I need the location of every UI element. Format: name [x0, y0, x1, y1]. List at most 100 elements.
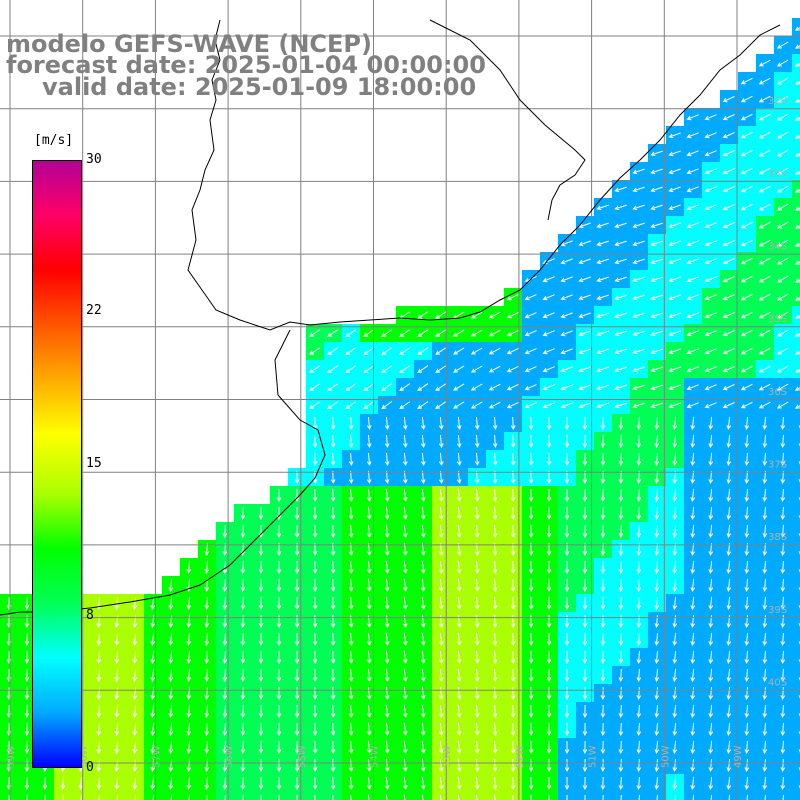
wind-arrow [204, 722, 210, 737]
wind-arrow [438, 470, 444, 485]
wind-arrow [780, 686, 786, 701]
wind-arrow [600, 560, 606, 575]
wind-arrow [330, 560, 336, 575]
latitude-label: 38S [768, 532, 787, 543]
wind-arrow [240, 524, 246, 539]
wind-arrow [114, 650, 120, 665]
wind-arrow [546, 740, 552, 755]
wind-arrow [452, 383, 465, 391]
wind-arrow [632, 366, 645, 373]
wind-arrow [114, 704, 120, 719]
wind-arrow [722, 366, 735, 373]
wind-arrow [704, 186, 717, 193]
wind-arrow [674, 794, 677, 800]
wind-arrow [402, 722, 408, 737]
wind-arrow [402, 704, 408, 719]
wind-arrow [740, 167, 753, 175]
wind-arrow [668, 330, 681, 337]
wind-arrow [240, 704, 246, 719]
wind-arrow [294, 704, 300, 719]
wind-arrow [258, 740, 264, 755]
wind-arrow [780, 452, 786, 467]
wind-arrow [596, 312, 609, 319]
wind-arrow [348, 704, 354, 719]
wind-arrow [439, 794, 442, 800]
wind-cell [792, 378, 800, 396]
wind-arrow [186, 668, 192, 683]
wind-arrow [456, 578, 462, 593]
wind-arrow [470, 383, 483, 391]
wind-arrow [345, 401, 357, 410]
wind-arrow [776, 113, 789, 121]
wind-arrow [258, 560, 264, 575]
wind-arrow [309, 365, 321, 373]
wind-arrow [566, 795, 568, 800]
coastline-south [0, 329, 326, 616]
wind-arrow [726, 488, 732, 503]
wind-arrow [438, 650, 444, 665]
wind-arrow [402, 434, 408, 449]
wind-cell [792, 666, 800, 684]
wind-arrow [542, 276, 555, 283]
wind-arrow [672, 596, 678, 611]
wind-arrow [524, 330, 537, 337]
wind-arrow [650, 240, 663, 247]
wind-arrow [456, 740, 462, 755]
wind-arrow [366, 488, 372, 503]
wind-cell [792, 540, 800, 558]
wind-arrow [528, 578, 534, 593]
wind-arrow [402, 776, 408, 791]
wind-arrow [762, 704, 768, 719]
wind-arrow [614, 330, 627, 337]
wind-arrow [776, 131, 789, 139]
wind-arrow [312, 434, 318, 449]
wind-arrow [222, 650, 228, 665]
wind-arrow [474, 596, 480, 611]
wind-arrow [668, 222, 681, 229]
wind-arrow [618, 632, 624, 647]
wind-arrow [510, 416, 516, 431]
wind-arrow [132, 650, 138, 665]
wind-arrow [564, 723, 570, 737]
wind-arrow [596, 330, 609, 337]
wind-arrow [654, 488, 660, 503]
wind-arrow [417, 365, 429, 373]
wind-arrow [546, 452, 552, 467]
wind-arrow [384, 506, 390, 521]
wind-arrow [402, 416, 408, 431]
wind-arrow [672, 686, 678, 701]
wind-arrow [345, 365, 357, 374]
wind-arrow [708, 650, 714, 665]
wind-arrow [506, 365, 519, 373]
wind-arrow [776, 203, 789, 211]
wind-arrow [132, 614, 138, 629]
wind-arrow [726, 740, 732, 755]
wind-arrow [600, 740, 606, 755]
wind-arrow [744, 416, 750, 431]
wind-arrow [744, 722, 750, 737]
wind-arrow [492, 524, 498, 539]
wind-arrow [672, 470, 678, 485]
wind-arrows [6, 26, 800, 800]
wind-arrow [668, 384, 681, 391]
longitude-label: 53W [442, 745, 453, 768]
wind-arrow [348, 578, 354, 593]
wind-arrow [258, 704, 264, 719]
wind-arrow [722, 96, 735, 103]
wind-arrow [546, 704, 552, 719]
wind-arrow [312, 650, 318, 665]
wind-arrow [726, 434, 732, 449]
wind-arrow [596, 258, 609, 265]
wind-arrow [564, 651, 570, 665]
wind-arrow [348, 758, 354, 773]
wind-arrow [582, 470, 588, 485]
wind-arrow [348, 488, 354, 503]
wind-arrow [260, 794, 262, 800]
wind-arrow [546, 470, 552, 485]
wind-arrow [654, 416, 660, 431]
wind-arrow [582, 524, 588, 539]
wind-arrow [438, 722, 444, 737]
wind-arrow [564, 615, 570, 629]
wind-cell [792, 90, 800, 108]
wind-arrow [704, 294, 717, 301]
